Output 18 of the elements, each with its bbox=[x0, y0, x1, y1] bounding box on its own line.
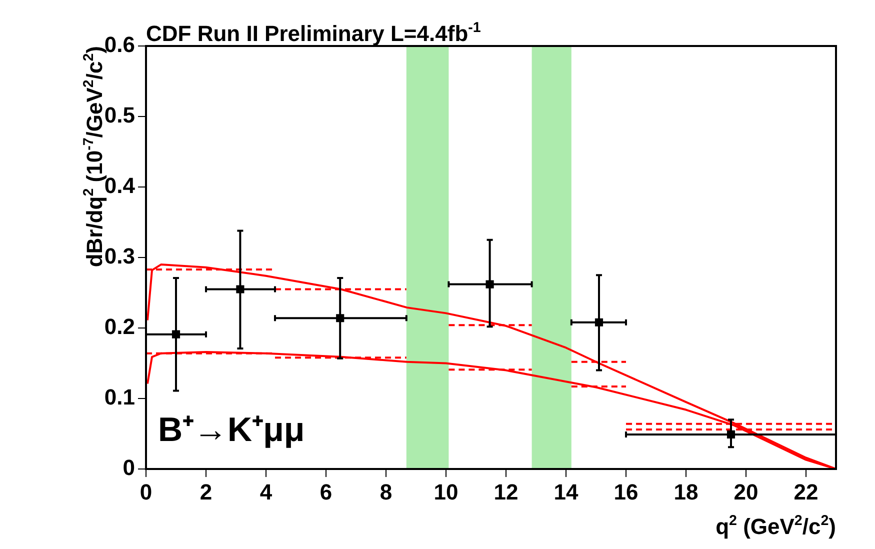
x-tick-label: 16 bbox=[614, 479, 638, 504]
y-tick-label: 0 bbox=[122, 455, 135, 480]
y-tick-label: 0.3 bbox=[104, 244, 135, 269]
x-tick-label: 18 bbox=[674, 479, 698, 504]
y-tick-label: 0.2 bbox=[104, 314, 135, 340]
x-tick-label: 22 bbox=[794, 479, 818, 504]
x-tick-label: 6 bbox=[320, 479, 332, 504]
x-tick-label: 2 bbox=[200, 479, 212, 504]
x-tick-label: 20 bbox=[734, 479, 758, 504]
x-tick-label: 10 bbox=[434, 479, 458, 504]
x-tick-label: 4 bbox=[260, 479, 273, 504]
x-tick-label: 12 bbox=[494, 479, 518, 504]
x-tick-label: 14 bbox=[554, 479, 579, 504]
x-tick-label: 0 bbox=[140, 479, 152, 504]
y-tick-label: 0.5 bbox=[104, 102, 135, 128]
x-tick-label: 8 bbox=[380, 479, 392, 504]
annotation: B⁺→K⁺μμ bbox=[158, 411, 305, 449]
y-tick-label: 0.1 bbox=[104, 384, 135, 410]
